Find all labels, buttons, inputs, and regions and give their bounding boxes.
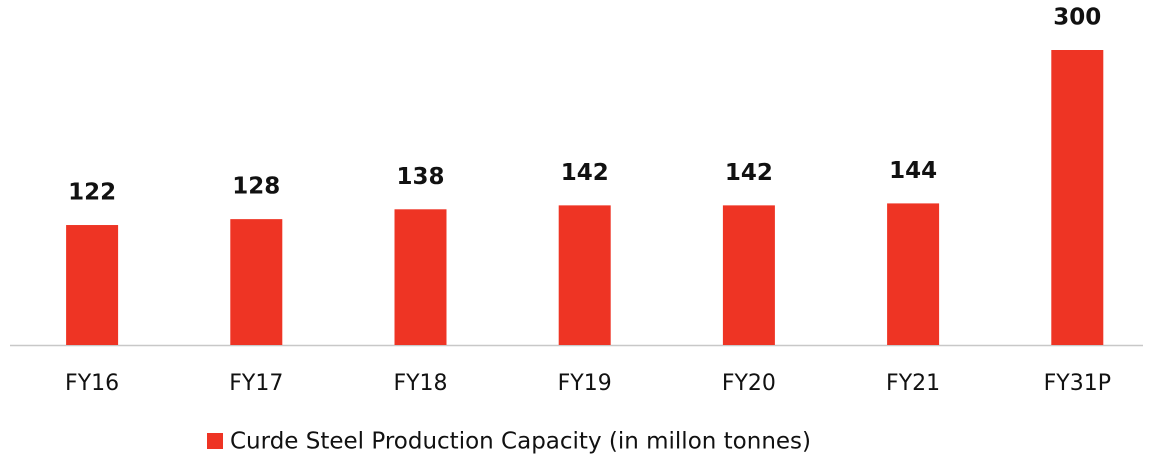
x-tick-label: FY31P [1044, 371, 1111, 396]
data-label: 144 [889, 158, 937, 184]
bar [722, 205, 775, 345]
bar [66, 225, 119, 345]
x-tick-label: FY16 [65, 371, 119, 396]
x-tick-label: FY18 [393, 371, 447, 396]
data-label: 142 [725, 160, 773, 186]
x-tick-label: FY20 [722, 371, 776, 396]
data-label: 142 [561, 160, 609, 186]
legend-label: Curde Steel Production Capacity (in mill… [230, 429, 811, 455]
legend-swatch [207, 433, 223, 449]
data-label: 300 [1053, 5, 1101, 31]
bar [558, 205, 611, 345]
bar [887, 203, 940, 345]
x-tick-label: FY19 [558, 371, 612, 396]
x-tick-label: FY21 [886, 371, 940, 396]
bar [230, 219, 283, 345]
x-tick-label: FY17 [229, 371, 283, 396]
data-label: 128 [232, 174, 280, 200]
data-label: 122 [68, 180, 116, 206]
bar [394, 209, 447, 345]
bar [1051, 50, 1104, 345]
data-label: 138 [396, 164, 444, 190]
